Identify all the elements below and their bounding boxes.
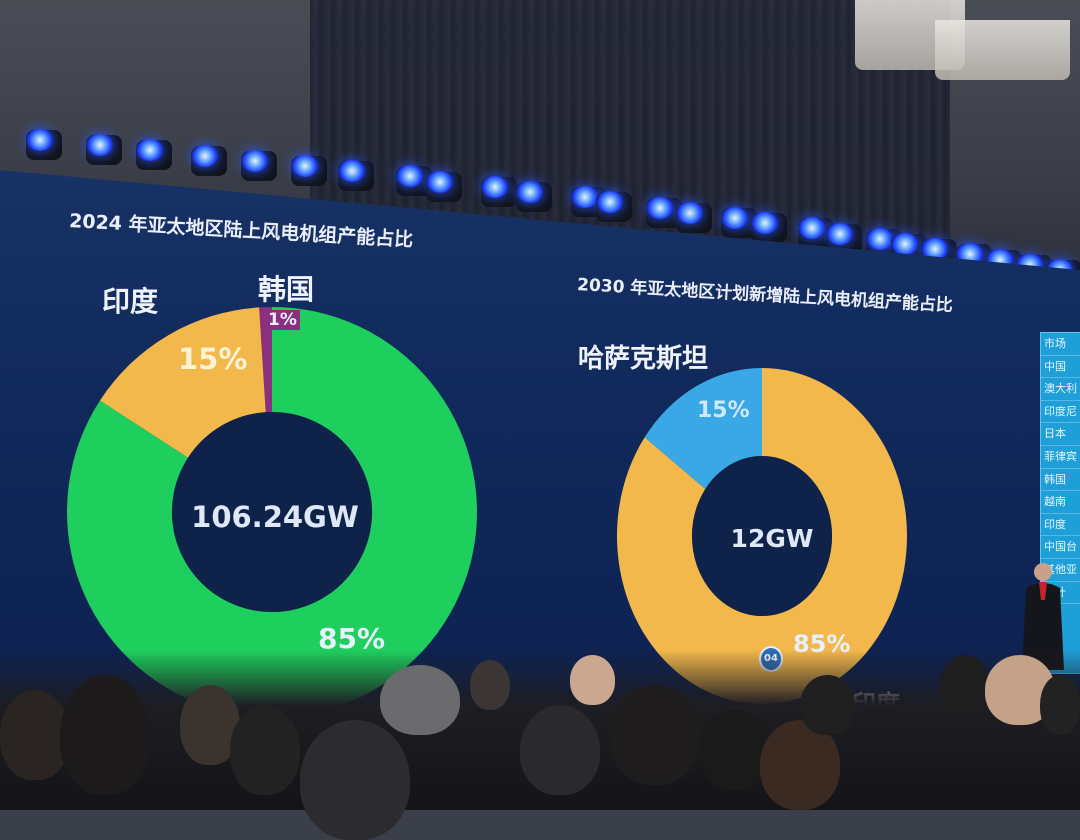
side-table-row: 菲律宾 [1041,446,1080,469]
stage-light [397,165,423,188]
stage-light [427,170,453,193]
stage-light [752,212,778,235]
side-table-row: 韩国 [1041,469,1080,492]
side-table-row: 其他亚 [1041,559,1080,582]
side-table-row: 澳大利 [1041,378,1080,401]
chart1-center-value: 106.24GW [191,500,359,534]
audience-head [520,705,600,795]
stage-light [137,139,163,162]
presenter [1022,563,1064,670]
stage-light [517,181,543,203]
chart2-slice-pct-kazakhstan: 15% [697,398,750,423]
stage-light [482,175,508,198]
chart1-slice-label-korea: 韩国 [258,273,315,306]
side-table-row: 越南 [1041,491,1080,514]
audience-head [230,705,300,795]
stage-light [242,149,268,172]
audience [0,650,1080,840]
chart1-slice-pct-korea: 1% [265,310,300,330]
stage-light [922,238,948,261]
stage-light [27,129,53,151]
stage-light [87,134,113,157]
stage-light [292,155,318,177]
chart1-slice-label-india: 印度 [102,285,159,318]
side-table-row: 印度尼 [1041,401,1080,424]
chart1-slice-pct-india: 15% [178,342,248,376]
side-table-row: 印度 [1041,514,1080,537]
stage-light [647,196,673,219]
audience-head [940,655,990,715]
stage-light [572,186,598,209]
audience-head [0,690,70,780]
audience-head [300,720,410,840]
stage-light [677,201,703,224]
stage-light [339,160,365,183]
audience-head [570,655,615,705]
chart1-slice-pct-main: 85% [318,622,386,655]
stage-light [192,144,218,167]
side-table-row: 中国 [1041,356,1080,379]
stage-light [799,217,825,240]
stage-light [867,227,893,250]
stage-light [722,207,748,229]
audience-head [800,675,855,735]
chart2-center-value: 12GW [730,524,814,553]
audience-head [470,660,510,710]
chandelier [935,20,1070,80]
audience-head [760,720,840,810]
audience-head [1040,675,1080,735]
audience-head [60,675,150,795]
chart2-slice-label-kazakhstan: 哈萨克斯坦 [578,344,709,374]
audience-head [700,710,770,790]
side-table-row: 市场 [1041,333,1080,356]
side-table-row: 日本 [1041,423,1080,446]
audience-head [380,665,460,735]
stage-light [597,191,623,214]
audience-head [610,685,700,785]
stage-light [827,222,853,245]
stage-light [892,233,918,255]
side-table-row: 中国台 [1041,536,1080,559]
